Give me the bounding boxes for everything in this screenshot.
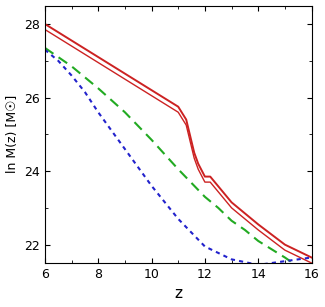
Y-axis label: ln M(z) [M☉]: ln M(z) [M☉] [6, 95, 19, 173]
X-axis label: z: z [174, 286, 182, 301]
